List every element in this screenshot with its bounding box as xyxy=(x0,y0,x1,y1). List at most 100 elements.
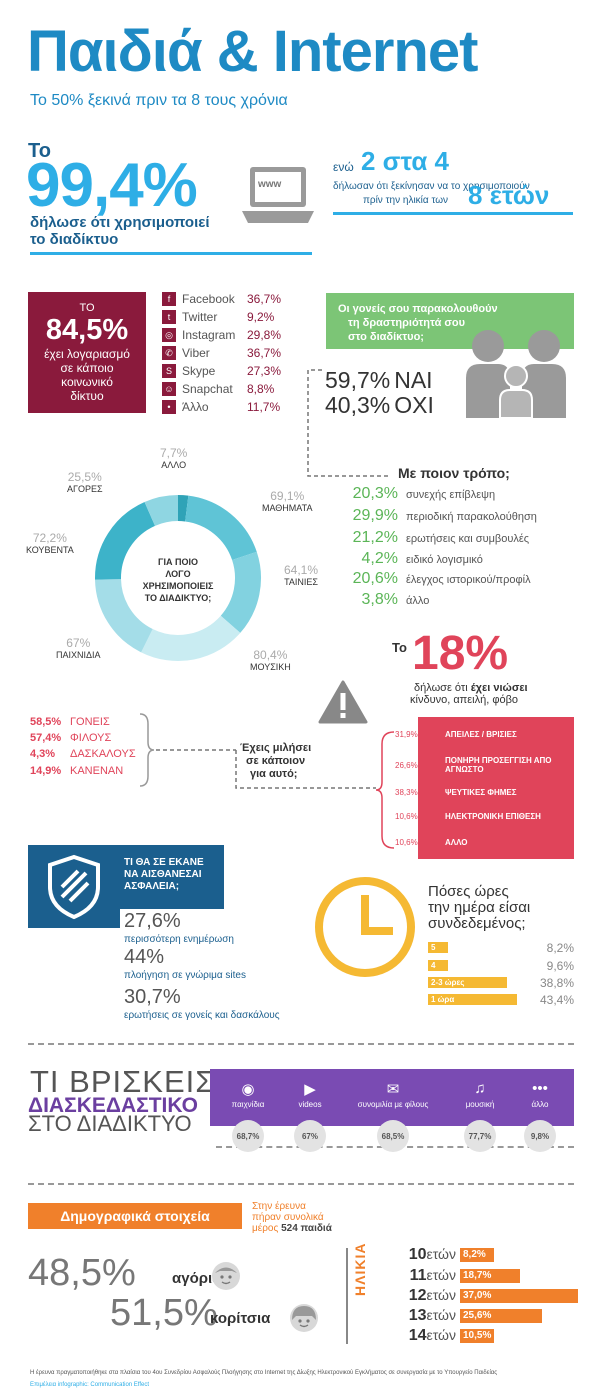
donut-pct: 72,2% xyxy=(32,531,67,545)
fun-label: videos xyxy=(298,1100,322,1109)
family-icon xyxy=(462,318,570,419)
snapchat-icon: ☺ xyxy=(162,382,176,396)
social-name: Facebook xyxy=(182,292,235,306)
other-icon: • xyxy=(162,400,176,414)
divider-top xyxy=(28,1043,574,1045)
ways-pct: 29,9% xyxy=(352,507,398,524)
parents-question-2: στο διαδίκτυο; xyxy=(348,331,424,343)
ways-label: ειδικό λογισμικό xyxy=(406,554,483,566)
threat-text-1a: δήλωσε ότι xyxy=(414,682,471,694)
usage-text-1: δήλωσε ότι χρησιμοποιεί xyxy=(30,214,210,231)
age-bar: 10,5% xyxy=(460,1329,494,1343)
boy-avatar-icon xyxy=(212,1262,240,1290)
safety-pct: 27,6% xyxy=(124,910,181,932)
threat-text-1: δήλωσε ότι έχει νιώσει xyxy=(414,682,528,694)
hours-value: 43,4% xyxy=(539,993,574,1007)
threat-row: 31,9% ΑΠΕΙΛΕΣ / ΒΡΙΣΙΕΣ xyxy=(395,730,585,739)
ways-pct: 3,8% xyxy=(361,591,398,608)
social-percent: 84,5% xyxy=(45,314,129,346)
donut-segment xyxy=(144,495,179,527)
ways-label: συνεχής επίβλεψη xyxy=(406,489,496,501)
age-label: 14ετών xyxy=(388,1327,456,1345)
www-text: www xyxy=(258,179,282,190)
parents-yes-pct: 59,7% xyxy=(325,367,391,393)
ways-row: 21,2% ερωτήσεις και συμβουλές xyxy=(338,529,529,547)
warning-icon xyxy=(318,680,368,724)
threat-to: Το xyxy=(392,640,407,655)
demo-note: Στην έρευνα πήραν συνολικά μέρος 524 παι… xyxy=(252,1201,332,1234)
talked-pct: 14,9% xyxy=(30,765,62,777)
age-unit: ετών xyxy=(426,1246,456,1262)
talked-label: ΓΟΝΕΙΣ xyxy=(70,716,110,728)
talked-row: 14,9% ΚΑΝΕΝΑΝ xyxy=(30,765,123,777)
age-label: 13ετών xyxy=(388,1307,456,1325)
parents-question-box: Οι γονείς σου παρακολουθούν τη δραστηριό… xyxy=(326,293,574,349)
social-row: t Twitter 9,2% xyxy=(162,308,274,326)
girls-pct: 51,5% xyxy=(110,1292,218,1334)
social-row: ◎ Instagram 29,8% xyxy=(162,326,281,344)
donut-cat: ΚΟΥΒΕΝΤΑ xyxy=(26,545,74,555)
hours-question-0: Πόσες ώρες xyxy=(428,883,509,900)
ways-row: 29,9% περιοδική παρακολούθηση xyxy=(338,507,537,525)
talked-label: ΦΙΛΟΥΣ xyxy=(70,732,112,744)
threat-percent: 18% xyxy=(412,627,509,680)
age-unit: ετών xyxy=(426,1327,456,1343)
donut-label-games: 67% ΠΑΙΧΝΙΔΙΑ xyxy=(56,636,101,660)
ways-row: 20,6% έλεγχος ιστορικού/προφίλ xyxy=(338,570,531,588)
threat-row: 26,6% ΠΟΝΗΡΗ ΠΡΟΣΕΓΓΙΣΗ ΑΠΟ ΑΓΝΩΣΤΟ xyxy=(395,756,585,774)
ways-title: Με ποιον τρόπο; xyxy=(398,465,510,481)
social-box: ΤΟ 84,5% έχει λογαριασμό σε κάποιο κοινω… xyxy=(28,292,146,413)
fun-item: ••• άλλο xyxy=(495,1080,585,1109)
divider-demo xyxy=(28,1183,574,1185)
social-pct: 27,3% xyxy=(247,364,282,378)
social-name: Άλλο xyxy=(182,400,209,414)
threat-pct: 31,9% xyxy=(395,730,418,739)
safety-label: πλοήγηση σε γνώριμα sites xyxy=(124,970,246,981)
age-number: 11 xyxy=(409,1267,427,1284)
usage-percent: 99,4% xyxy=(26,151,198,220)
age-unit: ετών xyxy=(426,1287,456,1303)
threat-label: ΨΕΥΤΙΚΕΣ ΦΗΜΕΣ xyxy=(445,788,517,797)
threat-row: 10,6% ΑΛΛΟ xyxy=(395,838,585,847)
hours-bar: 2-3 ώρες xyxy=(428,977,508,988)
usage-underline-2 xyxy=(333,212,573,215)
age-axis-label: ΗΛΙΚΙΑ xyxy=(352,1242,368,1296)
safety-label: ερωτήσεις σε γονείς και δασκάλους xyxy=(124,1010,280,1021)
threat-brace xyxy=(376,731,395,849)
social-to: ΤΟ xyxy=(79,302,95,314)
donut-segment xyxy=(184,495,257,561)
demo-note-3a: μέρος xyxy=(252,1223,282,1234)
age-bar: 18,7% xyxy=(460,1269,520,1283)
fun-title-1: ΤΙ ΒΡΙΣΚΕΙΣ xyxy=(30,1064,216,1099)
social-text-2: κοινωνικό xyxy=(61,375,113,389)
parents-question-0: Οι γονείς σου παρακολουθούν xyxy=(338,303,498,315)
talked-question-0: Έχεις μιλήσει xyxy=(240,742,312,754)
hours-question-1: την ημέρα είσαι xyxy=(428,899,531,916)
play-icon: ▶ xyxy=(304,1081,316,1098)
parents-no: 40,3% ΟΧΙ xyxy=(325,392,434,419)
social-row: ✆ Viber 36,7% xyxy=(162,344,281,362)
page-title: Παιδιά & Internet xyxy=(27,19,478,84)
donut-pct: 80,4% xyxy=(253,648,288,662)
gamepad-icon: ◉ xyxy=(241,1081,255,1098)
donut-segment xyxy=(177,495,189,522)
demo-note-3: μέρος 524 παιδιά xyxy=(252,1223,332,1234)
social-name: Snapchat xyxy=(182,382,233,396)
donut-cat: ΑΛΛΟ xyxy=(161,460,187,470)
donut-segment xyxy=(95,502,156,580)
shield-icon xyxy=(48,854,100,920)
parents-yes-label: ΝΑΙ xyxy=(394,367,433,393)
fun-title-3: ΣΤΟ ΔΙΑΔΙΚΤΥΟ xyxy=(28,1111,192,1136)
ways-pct: 20,3% xyxy=(352,485,398,502)
age-bar: 8,2% xyxy=(460,1248,494,1262)
donut-pct: 64,1% xyxy=(284,563,319,577)
dashed-connector xyxy=(307,369,390,477)
purpose-donut xyxy=(95,495,261,661)
age-label: 11ετών xyxy=(388,1267,456,1285)
usage-underline xyxy=(30,252,312,255)
threat-label: ΑΛΛΟ xyxy=(445,838,468,847)
parents-no-pct: 40,3% xyxy=(325,392,391,418)
donut-center-label: ΓΙΑ ΠΟΙΟ ΛΟΓΟ ΧΡΗΣΙΜΟΠΟΙΕΙΣ ΤΟ ΔΙΑΔΙΚΤΥΟ… xyxy=(128,556,228,604)
fun-item: ♫ μουσική xyxy=(435,1080,525,1109)
age-label: 10ετών xyxy=(388,1246,456,1264)
